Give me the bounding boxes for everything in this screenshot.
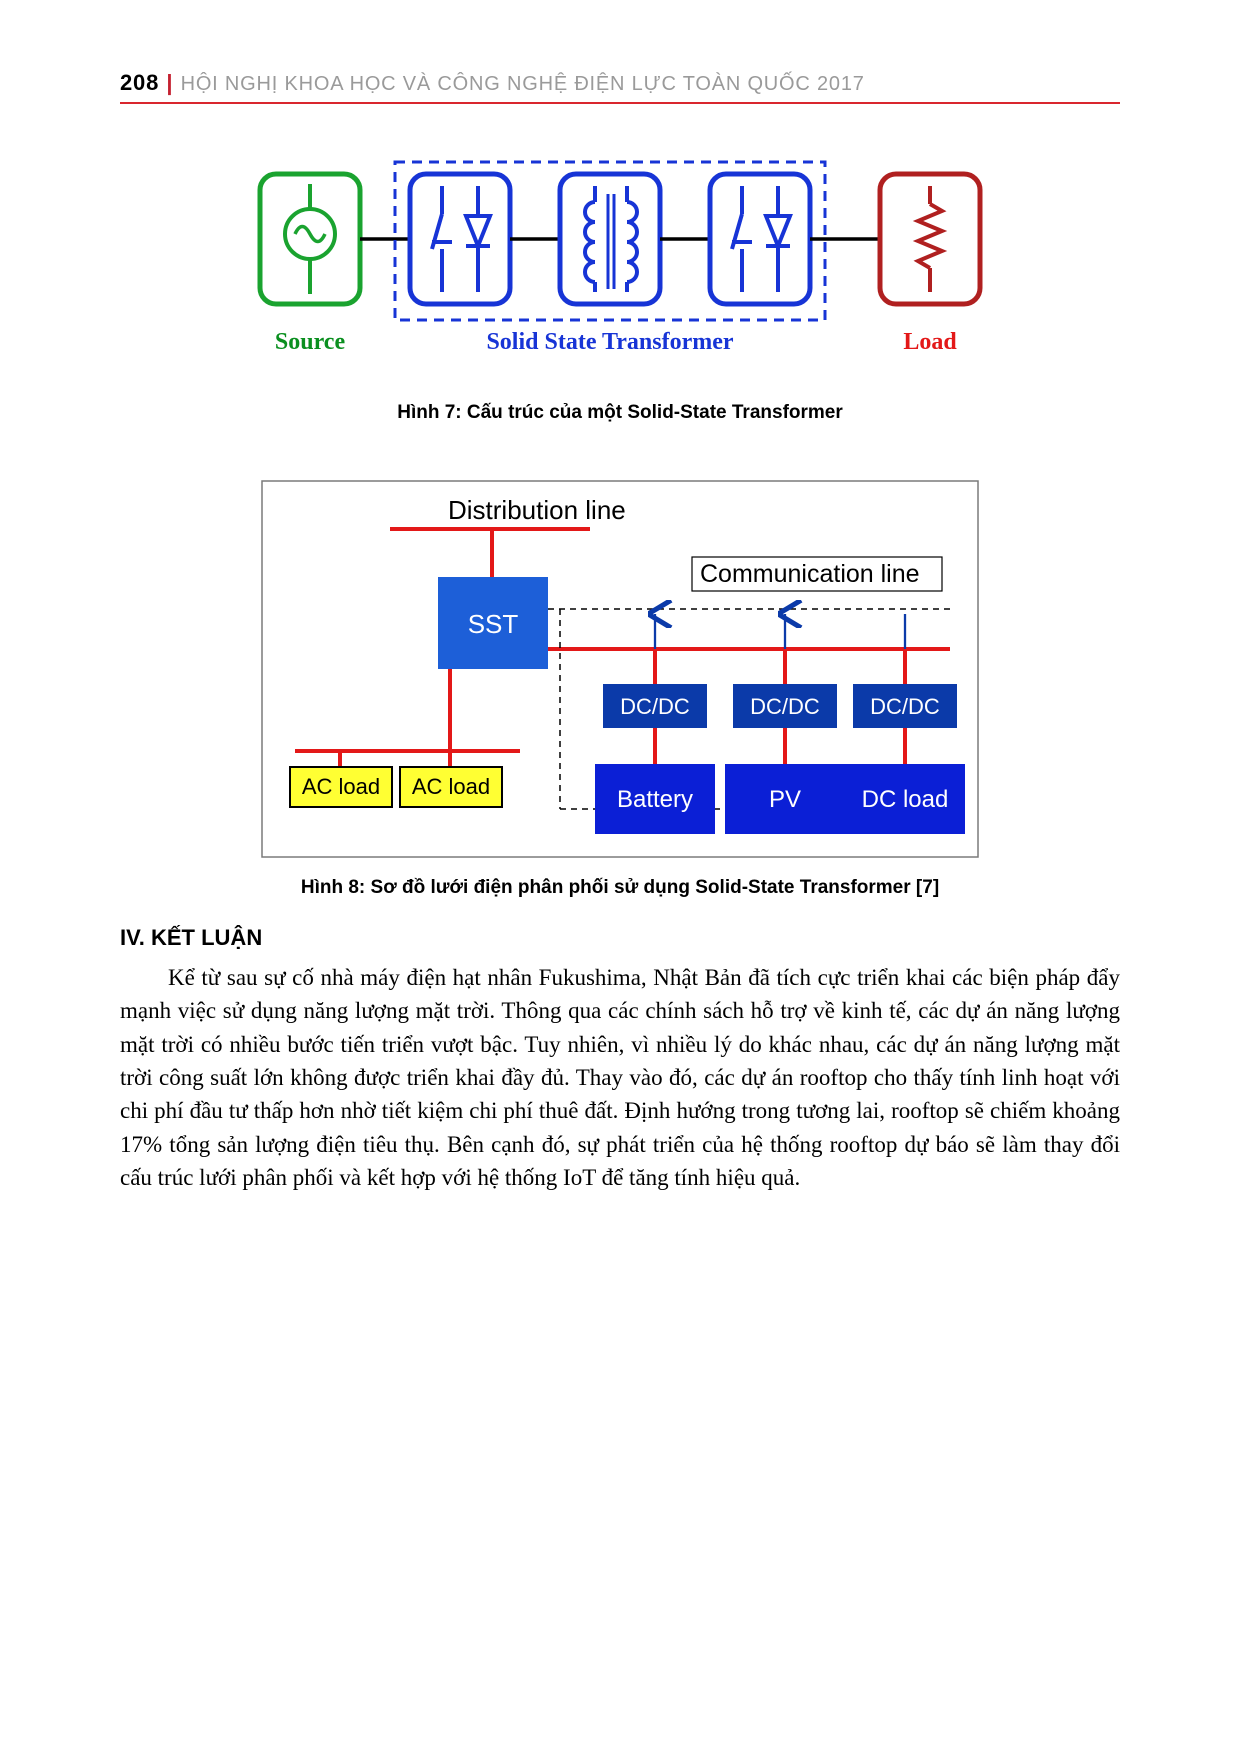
converter-block-2 [710,174,810,304]
ac-load-label: AC load [302,774,380,799]
conclusion-paragraph: Kể từ sau sự cố nhà máy điện hạt nhân Fu… [120,961,1120,1194]
sst-node-label: SST [468,609,519,639]
dcdc-label: DC/DC [870,694,940,719]
figure-7: Source [120,154,1120,384]
page-root: 208 | HỘI NGHỊ KHOA HỌC VÀ CÔNG NGHỆ ĐIỆ… [0,0,1240,1264]
load-label: Load [903,329,957,355]
sst-label: Solid State Transformer [486,329,733,355]
distribution-line-label: Distribution line [448,495,626,525]
transformer-block [560,174,660,304]
figure-8: Distribution line SST Communication line… [120,479,1120,859]
sst-structure-diagram: Source [200,154,1040,384]
ac-load-label: AC load [412,774,490,799]
page-header: 208 | HỘI NGHỊ KHOA HỌC VÀ CÔNG NGHỆ ĐIỆ… [120,70,1120,104]
dc-load-label: DC load [862,786,949,813]
converter-block-1 [410,174,510,304]
load-block [880,174,980,304]
header-title: HỘI NGHỊ KHOA HỌC VÀ CÔNG NGHỆ ĐIỆN LỰC … [181,73,865,95]
pv-label: PV [769,786,801,813]
distribution-grid-diagram: Distribution line SST Communication line… [260,479,980,859]
comm-line-label: Communication line [700,560,920,588]
figure-8-caption: Hình 8: Sơ đồ lưới điện phân phối sử dụn… [120,877,1120,899]
source-block [260,174,360,304]
source-label: Source [275,329,346,355]
dcdc-label: DC/DC [620,694,690,719]
figure-7-caption: Hình 7: Cấu trúc của một Solid-State Tra… [120,402,1120,424]
dcdc-label: DC/DC [750,694,820,719]
section-title: IV. KẾT LUẬN [120,925,1120,951]
battery-label: Battery [617,786,693,813]
page-number: 208 [120,70,159,95]
header-separator: | [166,70,173,95]
